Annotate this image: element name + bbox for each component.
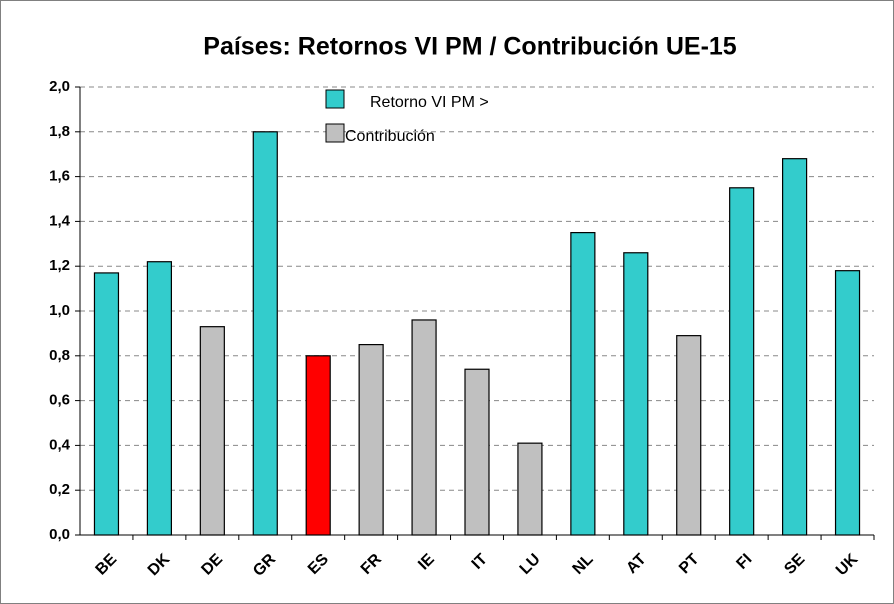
bar (676, 335, 702, 536)
bar (252, 131, 278, 536)
y-tick-label: 1,8 (49, 123, 70, 140)
y-tick-label: 1,4 (49, 212, 71, 229)
chart-title: Países: Retornos VI PM / Contribución UE… (203, 33, 737, 61)
bar (781, 158, 808, 536)
bar (729, 187, 755, 536)
bar (93, 272, 120, 536)
y-tick-label: 1,0 (49, 302, 70, 319)
legend-swatch (325, 123, 345, 143)
bar (305, 355, 331, 536)
bar (623, 252, 649, 536)
bar (570, 232, 596, 536)
legend-swatch (325, 89, 345, 109)
legend-label: Contribución (345, 128, 435, 145)
y-tick-label: 0,8 (49, 347, 70, 364)
bar (464, 368, 490, 536)
y-tick-label: 0,2 (49, 481, 70, 498)
bar (834, 270, 861, 536)
y-tick-label: 1,2 (49, 257, 70, 274)
y-tick-label: 2,0 (49, 78, 70, 95)
y-tick-label: 0,0 (49, 526, 70, 543)
y-tick-label: 1,6 (49, 168, 70, 185)
y-tick-label: 0,4 (49, 436, 71, 453)
legend-label: Retorno VI PM > (370, 94, 489, 111)
bar (199, 326, 225, 536)
bar (358, 344, 384, 536)
y-tick-label: 0,6 (49, 392, 70, 409)
bar (411, 319, 437, 536)
bar (517, 442, 543, 536)
bar (146, 261, 172, 536)
